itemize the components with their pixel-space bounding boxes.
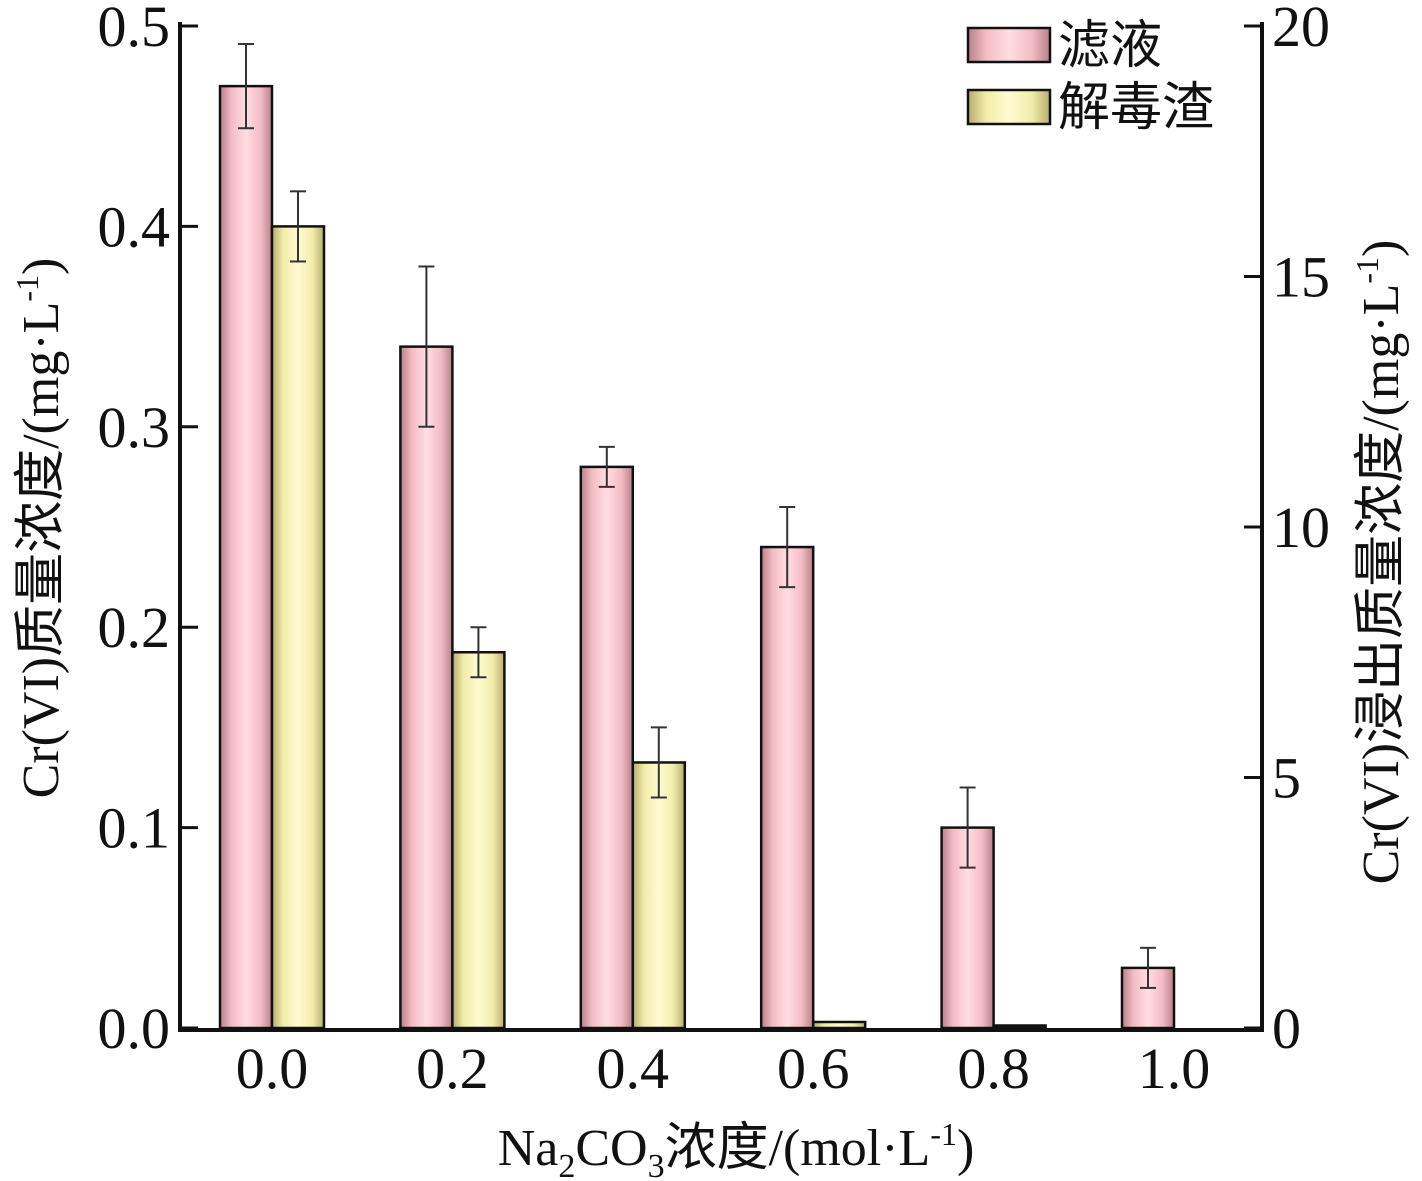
left-tick-label: 0.1 bbox=[98, 796, 171, 861]
left-ticks-group: 0.0 0.1 0.2 0.3 0.4 0.5 bbox=[98, 0, 198, 1061]
bars-group bbox=[218, 84, 1176, 1030]
x-tick-label: 0.4 bbox=[597, 1036, 670, 1101]
right-tick-label: 15 bbox=[1272, 245, 1330, 310]
left-tick-label: 0.3 bbox=[98, 395, 171, 460]
left-tick-label: 0.2 bbox=[98, 595, 171, 660]
bar-residue-0.2 bbox=[451, 651, 506, 1030]
legend-swatch-filtrate bbox=[966, 26, 1052, 64]
left-tick-label: 0.5 bbox=[98, 0, 171, 59]
error-bar-filtrate-0.0 bbox=[238, 43, 254, 130]
error-bar-filtrate-0.2 bbox=[418, 265, 435, 428]
bar-residue-0.8 bbox=[992, 1024, 1047, 1030]
right-ticks-group: 0 5 10 15 20 bbox=[1244, 0, 1330, 1061]
legend-label-residue: 解毒渣 bbox=[1058, 80, 1214, 137]
bar-residue-0.4 bbox=[631, 761, 687, 1030]
legend-label-filtrate: 滤液 bbox=[1058, 18, 1162, 75]
right-tick-label: 20 bbox=[1272, 0, 1330, 59]
right-tick-label: 0 bbox=[1272, 996, 1301, 1061]
error-bar-filtrate-0.6 bbox=[779, 505, 796, 589]
bar-filtrate-0.4 bbox=[579, 465, 635, 1030]
error-bar-filtrate-0.4 bbox=[598, 445, 615, 488]
right-tick-label: 10 bbox=[1272, 495, 1330, 560]
bar-residue-0.0 bbox=[270, 225, 326, 1030]
x-axis-title: Na2CO3浓度/(mol·L-1) bbox=[498, 1116, 975, 1181]
x-tick-label: 0.8 bbox=[957, 1036, 1030, 1101]
axes-group bbox=[178, 22, 1264, 1032]
bar-filtrate-0.0 bbox=[218, 84, 274, 1030]
x-ticks-group: 0.0 0.2 0.4 0.6 0.8 1.0 bbox=[236, 1036, 1211, 1101]
x-tick-label: 0.6 bbox=[777, 1036, 850, 1101]
error-bar-residue-0.4 bbox=[650, 726, 667, 799]
error-bar-filtrate-0.8 bbox=[959, 786, 976, 869]
left-tick-label: 0.0 bbox=[98, 996, 171, 1061]
right-y-axis-title: Cr(VI)浸出质量浓度/(mg·L-1) bbox=[1349, 240, 1410, 885]
legend: 滤液 解毒渣 bbox=[966, 18, 1214, 137]
left-tick-label: 0.4 bbox=[98, 194, 171, 259]
x-tick-label: 0.2 bbox=[416, 1036, 489, 1101]
error-bar-residue-0.2 bbox=[470, 626, 487, 679]
x-tick-label: 0.0 bbox=[236, 1036, 309, 1101]
x-tick-label: 1.0 bbox=[1138, 1036, 1211, 1101]
bar-residue-0.6 bbox=[811, 1020, 867, 1030]
bar-filtrate-0.2 bbox=[399, 345, 454, 1030]
left-y-axis-title: Cr(VI)质量浓度/(mg·L-1) bbox=[9, 258, 70, 799]
error-bar-filtrate-1.0 bbox=[1140, 946, 1156, 989]
legend-swatch-residue bbox=[966, 88, 1052, 126]
right-tick-label: 5 bbox=[1272, 746, 1301, 811]
bar-filtrate-0.6 bbox=[759, 545, 815, 1030]
error-bar-residue-0.0 bbox=[290, 190, 306, 263]
error-bars-group bbox=[238, 43, 1156, 989]
